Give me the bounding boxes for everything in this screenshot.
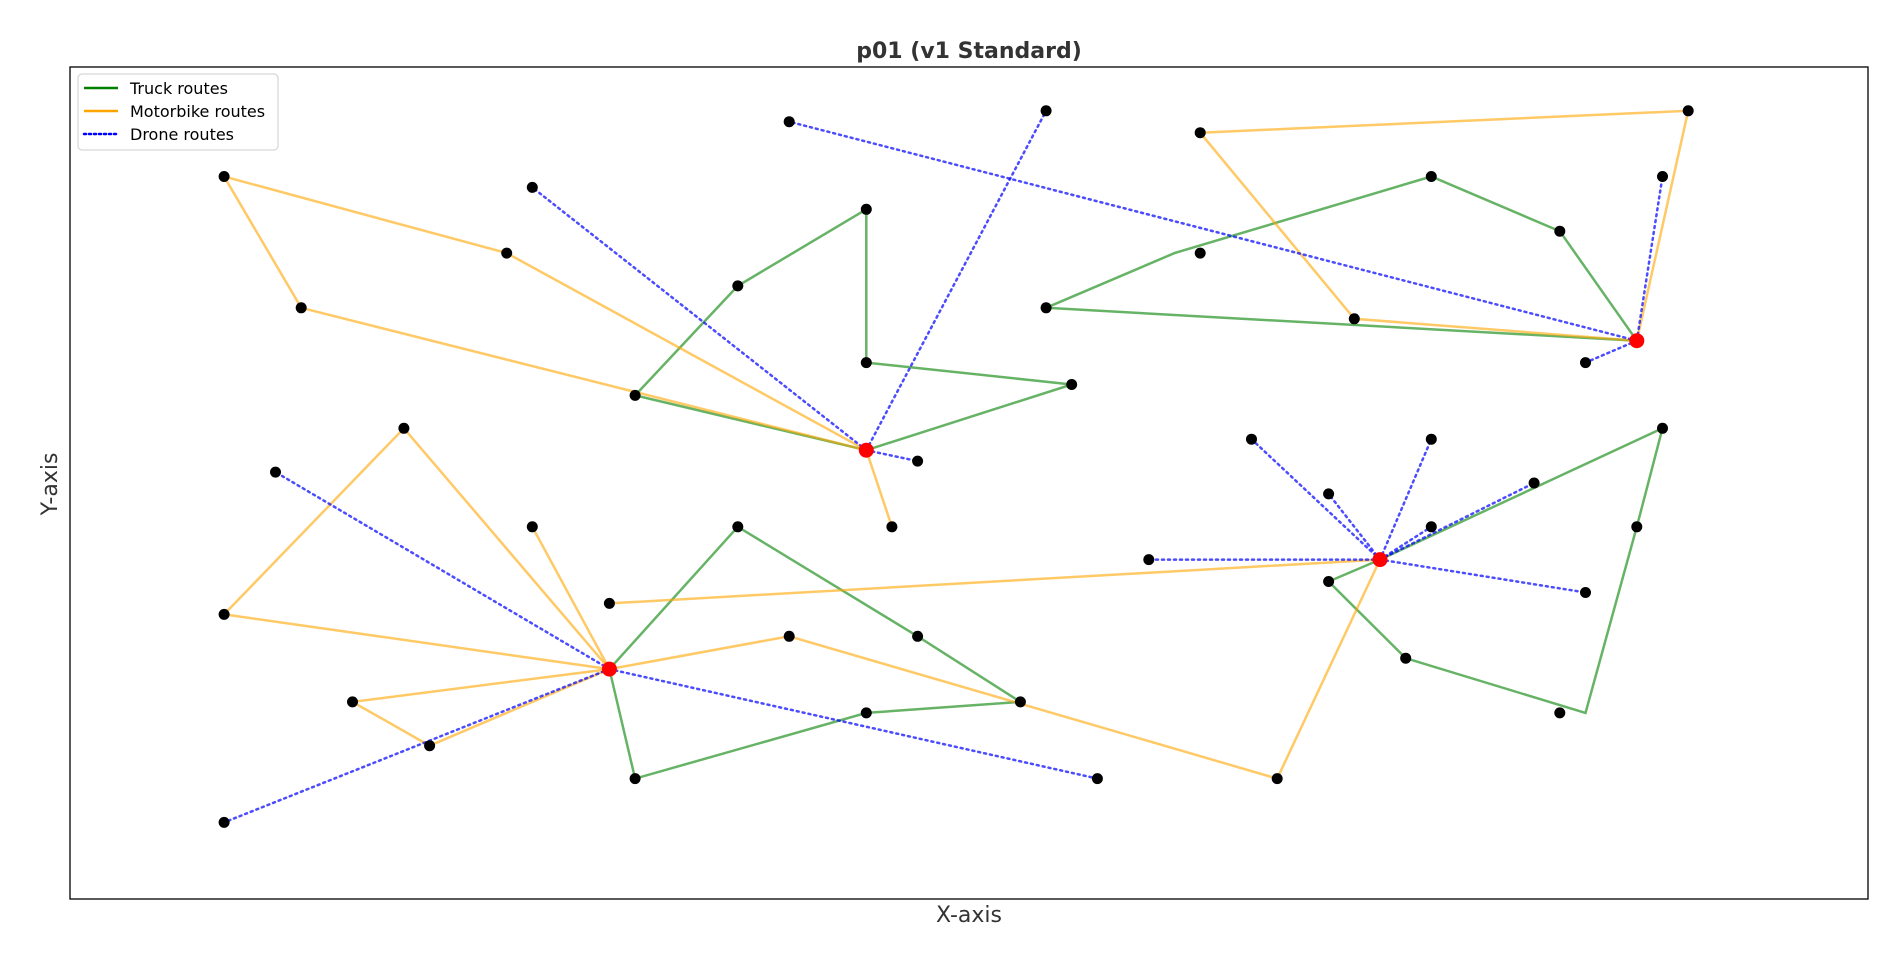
plot-frame: [69, 66, 1869, 900]
customer-point-9: [1040, 105, 1052, 117]
drone-route-4: [1635, 175, 1664, 342]
customer-point-3: [526, 181, 538, 193]
customer-point-35: [1014, 696, 1026, 708]
customer-point-48: [1631, 521, 1643, 533]
y-axis-label: Y-axis: [38, 453, 63, 517]
customer-point-5: [732, 280, 744, 292]
customer-point-4: [629, 389, 641, 401]
customer-point-26: [347, 696, 358, 708]
customer-point-47: [1657, 422, 1668, 434]
customer-point-14: [1194, 127, 1206, 139]
drone-route-15: [1378, 558, 1587, 594]
customer-point-41: [1425, 521, 1437, 533]
customer-point-36: [1091, 773, 1103, 785]
customer-point-29: [629, 773, 641, 785]
customer-point-27: [424, 740, 436, 752]
customer-point-22: [398, 422, 410, 434]
truck-route-1: [1045, 175, 1638, 342]
depot-point-0: [858, 442, 874, 458]
customer-point-1: [295, 302, 307, 314]
drone-route-1: [865, 109, 1048, 452]
customer-point-42: [1528, 477, 1540, 489]
motorbike-route-3: [221, 426, 611, 671]
customer-point-20: [1682, 105, 1694, 117]
customer-point-21: [1657, 171, 1668, 182]
depot-point-2: [1372, 552, 1388, 568]
drone-route-3: [787, 120, 1639, 342]
customer-point-0: [218, 171, 230, 182]
customer-point-17: [1040, 302, 1052, 314]
customer-point-49: [1554, 707, 1566, 719]
customer-point-23: [270, 466, 281, 478]
drone-route-12: [1378, 525, 1433, 561]
depot-point-1: [601, 661, 617, 677]
customer-point-12: [886, 521, 898, 533]
customer-point-45: [1400, 652, 1412, 664]
customer-point-16: [1554, 225, 1566, 237]
legend-label-drone: Drone routes: [130, 125, 234, 144]
drone-route-7: [222, 667, 611, 824]
customer-point-40: [1323, 488, 1335, 500]
customer-point-18: [1348, 313, 1360, 325]
customer-point-15: [1425, 171, 1437, 182]
customer-point-2: [501, 247, 513, 259]
drone-route-2: [865, 448, 919, 463]
legend: Truck routes Motorbike routes Drone rout…: [77, 73, 279, 151]
depot-point-3: [1629, 333, 1645, 349]
customer-point-10: [1066, 379, 1078, 390]
customer-point-32: [783, 630, 795, 642]
drone-route-8: [608, 667, 1099, 780]
customer-point-46: [1580, 587, 1591, 598]
drone-route-0: [531, 186, 868, 452]
drone-route-6: [274, 470, 611, 671]
customer-point-30: [732, 521, 744, 533]
drone-route-11: [1378, 437, 1433, 561]
customer-point-28: [218, 816, 230, 828]
customer-point-24: [526, 521, 538, 533]
customer-point-38: [1246, 433, 1257, 445]
motorbike-route-5: [348, 667, 610, 748]
customer-point-6: [860, 203, 872, 215]
customer-point-44: [1323, 576, 1335, 587]
x-axis-label: X-axis: [936, 903, 1002, 928]
legend-box: [77, 73, 279, 151]
points-layer: [218, 105, 1694, 828]
legend-label-motorbike: Motorbike routes: [130, 102, 265, 121]
customer-point-19: [1580, 357, 1591, 369]
customer-point-34: [860, 707, 872, 719]
legend-label-truck: Truck routes: [129, 79, 228, 98]
customer-point-11: [912, 455, 924, 467]
customer-point-13: [1194, 247, 1206, 259]
customer-point-43: [1143, 554, 1155, 566]
customer-point-39: [1425, 433, 1437, 445]
customer-point-25: [218, 608, 230, 620]
chart-title: p01 (v1 Standard): [856, 39, 1082, 64]
customer-point-7: [783, 116, 795, 128]
customer-point-33: [912, 630, 924, 642]
drone-route-9: [1250, 437, 1382, 561]
customer-point-37: [1271, 773, 1283, 785]
drone-route-13: [1378, 481, 1536, 561]
customer-point-8: [860, 357, 872, 369]
customer-point-31: [603, 597, 615, 609]
drone-route-10: [1327, 492, 1382, 561]
